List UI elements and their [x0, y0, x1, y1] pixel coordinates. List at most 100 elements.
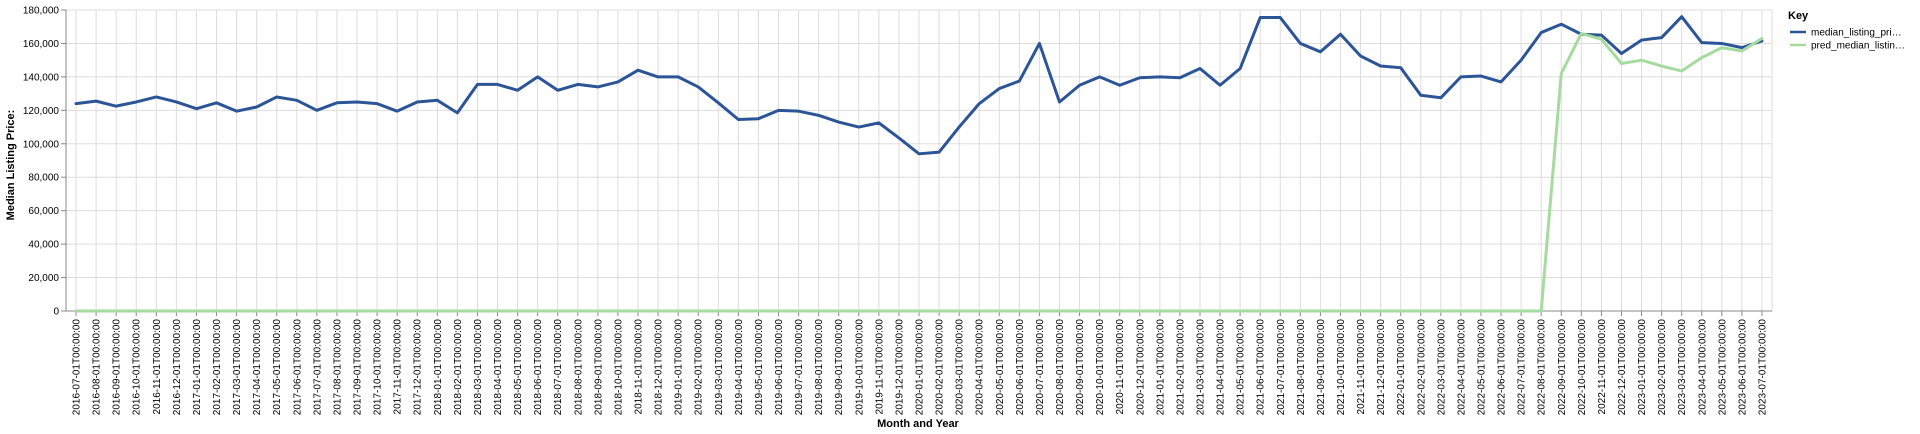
x-tick-label: 2018-10-01T00:00:00: [613, 319, 624, 416]
x-tick-label: 2022-12-01T00:00:00: [1617, 319, 1628, 416]
x-tick-label: 2021-09-01T00:00:00: [1316, 319, 1327, 416]
x-tick-label: 2021-01-01T00:00:00: [1155, 319, 1166, 416]
x-tick-label: 2019-10-01T00:00:00: [854, 319, 865, 416]
x-tick-label: 2022-11-01T00:00:00: [1597, 319, 1608, 415]
x-tick-label: 2018-09-01T00:00:00: [593, 319, 604, 416]
x-tick-label: 2021-02-01T00:00:00: [1175, 319, 1186, 416]
x-tick-label: 2020-08-01T00:00:00: [1055, 319, 1066, 416]
x-tick-label: 2022-03-01T00:00:00: [1436, 319, 1447, 416]
legend-label-0: median_listing_pri…: [1811, 28, 1902, 39]
x-axis-title: Month and Year: [877, 418, 959, 430]
x-tick-label: 2017-07-01T00:00:00: [312, 319, 323, 416]
x-tick-label: 2016-11-01T00:00:00: [152, 319, 163, 415]
x-tick-label: 2023-04-01T00:00:00: [1697, 319, 1708, 416]
x-tick-label: 2017-03-01T00:00:00: [232, 319, 243, 416]
x-tick-label: 2023-03-01T00:00:00: [1677, 319, 1688, 416]
x-tick-label: 2017-02-01T00:00:00: [212, 319, 223, 416]
x-tick-label: 2017-11-01T00:00:00: [393, 319, 404, 415]
legend-label-1: pred_median_listin…: [1811, 41, 1905, 52]
x-tick-label: 2022-07-01T00:00:00: [1517, 319, 1528, 416]
x-tick-label: 2020-04-01T00:00:00: [975, 319, 986, 416]
x-tick-label: 2021-08-01T00:00:00: [1296, 319, 1307, 416]
x-tick-label: 2017-01-01T00:00:00: [192, 319, 203, 416]
x-tick-label: 2016-12-01T00:00:00: [172, 319, 183, 416]
x-tick-label: 2018-11-01T00:00:00: [634, 319, 645, 415]
series-line-0: [74, 15, 1764, 156]
y-tick-label: 60,000: [28, 206, 59, 217]
x-tick-label: 2018-07-01T00:00:00: [553, 319, 564, 416]
x-tick-label: 2019-11-01T00:00:00: [874, 319, 885, 415]
x-tick-label: 2021-04-01T00:00:00: [1216, 319, 1227, 416]
x-tick-label: 2020-07-01T00:00:00: [1035, 319, 1046, 416]
legend: Key median_listing_pri… pred_median_listi…: [1788, 10, 1905, 52]
x-tick-label: 2017-05-01T00:00:00: [272, 319, 283, 416]
x-tick-label: 2019-04-01T00:00:00: [734, 319, 745, 416]
x-tick-label: 2023-05-01T00:00:00: [1717, 319, 1728, 416]
x-tick-label: 2020-01-01T00:00:00: [915, 319, 926, 416]
x-tick-label: 2019-06-01T00:00:00: [774, 319, 785, 416]
x-tick-label: 2016-10-01T00:00:00: [132, 319, 143, 416]
x-tick-label: 2023-06-01T00:00:00: [1737, 319, 1748, 416]
x-tick-label: 2017-09-01T00:00:00: [353, 319, 364, 416]
y-tick-label: 140,000: [23, 72, 60, 83]
series-line-1: [74, 31, 1764, 313]
grid-lines: [65, 9, 1773, 312]
x-tick-label: 2017-10-01T00:00:00: [373, 319, 384, 416]
x-tick-label: 2019-08-01T00:00:00: [814, 319, 825, 416]
x-tick-label: 2021-10-01T00:00:00: [1336, 319, 1347, 416]
x-tick-label: 2022-04-01T00:00:00: [1456, 319, 1467, 416]
x-tick-label: 2018-08-01T00:00:00: [573, 319, 584, 416]
x-tick-label: 2016-07-01T00:00:00: [72, 319, 83, 416]
y-axis: 0 20,000 40,000 60,000 80,000 100,000 120,000 1…: [23, 6, 67, 318]
x-tick-label: 2020-05-01T00:00:00: [995, 319, 1006, 416]
x-tick-label: 2022-10-01T00:00:00: [1577, 319, 1588, 416]
x-tick-label: 2017-12-01T00:00:00: [413, 319, 424, 416]
y-tick-label: 120,000: [23, 106, 60, 117]
x-tick-label: 2022-06-01T00:00:00: [1497, 319, 1508, 416]
y-tick-label: 180,000: [23, 6, 60, 17]
y-tick-label: 40,000: [28, 240, 59, 251]
x-tick-label: 2020-03-01T00:00:00: [955, 319, 966, 416]
x-tick-label: 2020-09-01T00:00:00: [1075, 319, 1086, 416]
x-tick-label: 2021-12-01T00:00:00: [1376, 319, 1387, 416]
x-tick-label: 2021-05-01T00:00:00: [1236, 319, 1247, 416]
y-axis-title: Median Listing Price:: [5, 110, 17, 221]
x-tick-label: 2022-01-01T00:00:00: [1396, 319, 1407, 416]
x-tick-label: 2016-08-01T00:00:00: [92, 319, 103, 416]
x-tick-label: 2020-11-01T00:00:00: [1115, 319, 1126, 415]
x-tick-label: 2020-06-01T00:00:00: [1015, 319, 1026, 416]
x-tick-label: 2023-07-01T00:00:00: [1757, 319, 1768, 416]
x-tick-label: 2020-10-01T00:00:00: [1095, 319, 1106, 416]
x-tick-label: 2022-09-01T00:00:00: [1557, 319, 1568, 416]
x-tick-label: 2018-03-01T00:00:00: [473, 319, 484, 416]
x-tick-label: 2023-01-01T00:00:00: [1637, 319, 1648, 416]
x-tick-label: 2019-01-01T00:00:00: [674, 319, 685, 416]
x-tick-label: 2016-09-01T00:00:00: [112, 319, 123, 416]
y-tick-label: 80,000: [28, 173, 59, 184]
x-tick-label: 2019-05-01T00:00:00: [754, 319, 765, 416]
x-tick-label: 2018-01-01T00:00:00: [433, 319, 444, 416]
x-tick-label: 2019-12-01T00:00:00: [894, 319, 905, 416]
x-tick-label: 2018-04-01T00:00:00: [493, 319, 504, 416]
y-tick-label: 20,000: [28, 273, 59, 284]
y-tick-label: 0: [53, 307, 59, 318]
x-tick-label: 2020-12-01T00:00:00: [1135, 319, 1146, 416]
x-tick-label: 2017-06-01T00:00:00: [292, 319, 303, 416]
x-tick-label: 2018-12-01T00:00:00: [654, 319, 665, 416]
x-axis: 2016-07-01T00:00:00 2016-08-01T00:00:00 20…: [66, 310, 1772, 416]
x-tick-label: 2023-02-01T00:00:00: [1657, 319, 1668, 416]
series-layer: [74, 15, 1764, 313]
x-tick-label: 2020-02-01T00:00:00: [935, 319, 946, 416]
x-tick-label: 2022-08-01T00:00:00: [1537, 319, 1548, 416]
x-tick-label: 2019-07-01T00:00:00: [794, 319, 805, 416]
legend-title: Key: [1788, 10, 1809, 22]
x-tick-label: 2019-03-01T00:00:00: [714, 319, 725, 416]
x-tick-label: 2019-09-01T00:00:00: [834, 319, 845, 416]
x-tick-label: 2021-03-01T00:00:00: [1195, 319, 1206, 416]
x-tick-label: 2018-02-01T00:00:00: [453, 319, 464, 416]
x-tick-label: 2018-05-01T00:00:00: [513, 319, 524, 416]
y-tick-label: 160,000: [23, 39, 60, 50]
x-tick-label: 2019-02-01T00:00:00: [694, 319, 705, 416]
x-tick-label: 2022-05-01T00:00:00: [1476, 319, 1487, 416]
